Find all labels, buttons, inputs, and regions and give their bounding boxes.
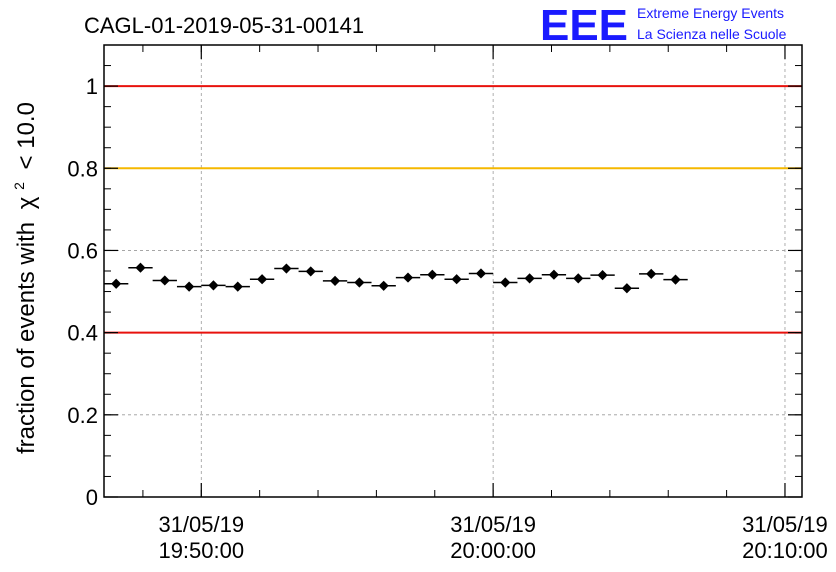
data-point-marker — [427, 269, 438, 280]
y-axis-label: fraction of events with χ 2 < 10.0 — [3, 102, 40, 454]
y-axis-label-superscript: 2 — [11, 182, 27, 190]
data-point-marker — [232, 281, 243, 292]
brand-line-2: La Scienza nelle Scuole — [637, 26, 787, 42]
data-point-marker — [159, 275, 170, 286]
grid-lines — [104, 45, 802, 497]
y-tick-label: 0.8 — [67, 156, 98, 181]
threshold-lines — [104, 85, 802, 334]
data-point-marker — [402, 272, 414, 283]
data-point-marker — [135, 262, 146, 273]
data-point-marker — [646, 268, 657, 279]
data-point-marker — [208, 280, 219, 291]
y-tick-label: 0.2 — [67, 403, 98, 428]
data-point-marker — [354, 277, 365, 288]
data-point-marker — [524, 273, 535, 284]
data-point-marker — [500, 277, 511, 288]
data-points — [104, 262, 688, 294]
data-point-marker — [597, 270, 608, 281]
data-point-marker — [329, 275, 341, 286]
data-point-marker — [548, 269, 560, 280]
x-tick-date-label: 31/05/19 — [450, 512, 536, 537]
data-point-marker — [184, 281, 195, 292]
y-axis-label-chi: χ — [13, 196, 40, 209]
data-point-marker — [378, 280, 389, 291]
x-tick-time-label: 20:00:00 — [450, 538, 536, 563]
data-point-marker — [111, 278, 122, 289]
y-tick-label: 0.6 — [67, 238, 98, 263]
y-axis-label-text: fraction of events with — [13, 222, 40, 454]
data-point-marker — [451, 274, 462, 285]
eee-logo-text: EEE — [540, 1, 628, 50]
brand-line-1: Extreme Energy Events — [637, 5, 784, 21]
y-tick-label: 0.4 — [67, 321, 98, 346]
data-point-marker — [475, 268, 487, 279]
x-tick-date-label: 31/05/19 — [742, 512, 828, 537]
tick-labels: 00.20.40.60.8131/05/1919:50:0031/05/1920… — [67, 74, 827, 563]
data-point-marker — [670, 274, 681, 285]
x-tick-date-label: 31/05/19 — [158, 512, 244, 537]
eee-logo: EEE Extreme Energy Events La Scienza nel… — [540, 1, 787, 50]
x-tick-time-label: 19:50:00 — [158, 538, 244, 563]
data-point-marker — [573, 273, 584, 284]
y-tick-label: 1 — [86, 74, 98, 99]
plot-frame — [103, 44, 803, 498]
data-point-marker — [305, 266, 316, 277]
y-tick-label: 0 — [86, 485, 98, 510]
axis-ticks — [104, 44, 802, 498]
x-tick-time-label: 20:10:00 — [742, 538, 828, 563]
y-axis-label-cut: < 10.0 — [13, 102, 40, 169]
data-point-marker — [281, 263, 292, 274]
run-title: CAGL-01-2019-05-31-00141 — [84, 13, 364, 38]
data-point-marker — [621, 283, 632, 294]
data-point-marker — [256, 274, 268, 285]
